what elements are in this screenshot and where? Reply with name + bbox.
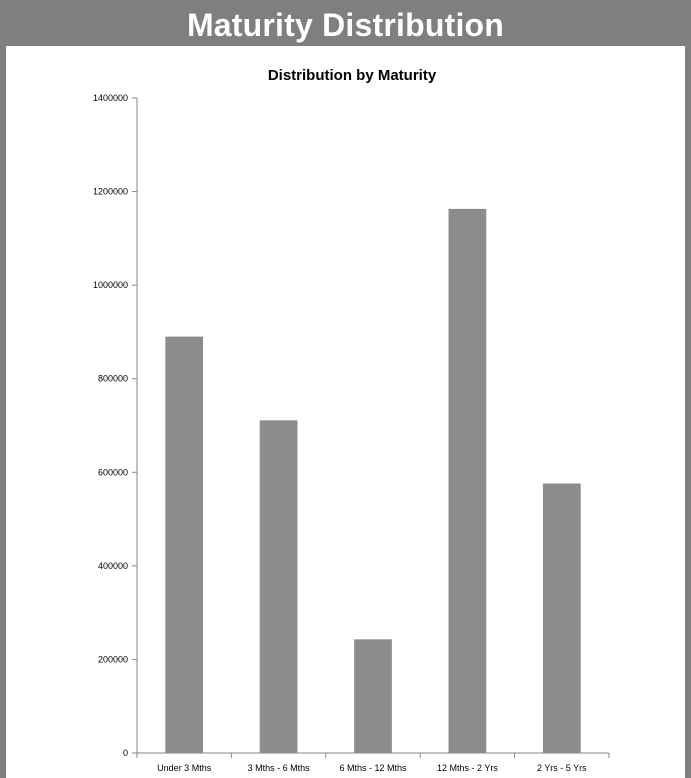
x-category-label: 3 Mths - 6 Mths [248, 763, 311, 773]
y-tick-label: 600000 [98, 467, 128, 477]
bar-2 [259, 420, 298, 753]
page-title: Maturity Distribution [0, 0, 691, 46]
y-tick-label: 1400000 [93, 93, 128, 103]
y-tick-label: 0 [123, 748, 128, 758]
x-category-label: 2 Yrs - 5 Yrs [537, 763, 587, 773]
chart-title: Distribution by Maturity [268, 67, 437, 84]
bar-3 [354, 639, 392, 753]
y-tick-label: 400000 [98, 561, 128, 571]
y-tick-label: 200000 [98, 654, 128, 664]
bar-4 [448, 208, 487, 753]
x-category-label: 6 Mths - 12 Mths [339, 763, 407, 773]
bar-1 [165, 336, 204, 753]
y-axis: 0 200000 400000 600000 800000 1000000 1200000 1… [93, 93, 138, 758]
x-axis: Under 3 Mths 3 Mths - 6 Mths 6 Mths - 12 M… [136, 752, 610, 773]
bars [165, 208, 581, 753]
y-tick-label: 1200000 [93, 187, 128, 197]
y-tick-label: 1000000 [93, 280, 128, 290]
x-category-label: Under 3 Mths [157, 763, 212, 773]
y-tick-label: 800000 [98, 374, 128, 384]
x-category-label: 12 Mths - 2 Yrs [437, 763, 498, 773]
bar-5 [542, 483, 581, 753]
